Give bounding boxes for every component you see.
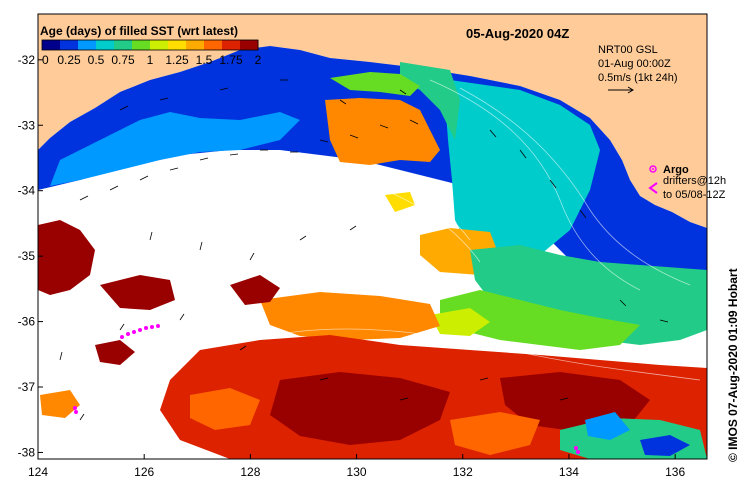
plot-frame xyxy=(37,13,708,460)
x-tick-label: 132 xyxy=(453,465,473,479)
y-axis: -32 -33 -34 -35 -36 -37 -38 xyxy=(18,53,43,459)
colorbar-frame xyxy=(41,39,259,51)
y-tick-label: -37 xyxy=(18,380,36,394)
x-tick-label: 126 xyxy=(134,465,154,479)
colorbar-swatch xyxy=(114,40,133,50)
x-tick-label: 136 xyxy=(665,465,685,479)
currents-source: NRT00 GSL xyxy=(598,44,658,56)
y-tick-label: -36 xyxy=(18,315,36,329)
currents-scale: 0.5m/s (1kt 24h) xyxy=(598,72,677,84)
y-tick-label: -33 xyxy=(18,118,36,132)
y-tick-label: -38 xyxy=(18,445,36,459)
colorbar-swatch xyxy=(150,40,169,50)
current-vectors xyxy=(59,79,669,421)
colorbar-tick-labels: 0 0.25 0.5 0.75 1 1.25 1.5 1.75 2 xyxy=(42,53,262,67)
colorbar-tick-label: 0.75 xyxy=(111,53,135,67)
contour-lines xyxy=(38,79,701,381)
x-tick-label: 134 xyxy=(559,465,579,479)
colorbar-swatch xyxy=(168,40,187,50)
sst-field xyxy=(38,46,707,459)
drifter-marker-icon xyxy=(648,182,658,194)
scale-arrow-icon xyxy=(608,86,634,94)
drifter-label-1: drifters@12h xyxy=(663,175,726,187)
colorbar-swatch xyxy=(60,40,79,50)
x-tick-label: 124 xyxy=(28,465,48,479)
credit-text: © IMOS 07-Aug-2020 01:09 Hobart xyxy=(726,268,740,462)
date-title: 05-Aug-2020 04Z xyxy=(466,26,569,41)
drifter-label-2: to 05/08-12Z xyxy=(663,189,726,201)
x-tick-label: 130 xyxy=(347,465,367,479)
y-tick-label: -35 xyxy=(18,249,36,263)
colorbar-tick-label: 1 xyxy=(147,53,154,67)
legend-title: Age (days) of filled SST (wrt latest) xyxy=(40,24,238,38)
colorbar-swatch xyxy=(42,40,61,50)
colorbar-swatch xyxy=(186,40,205,50)
colorbar-swatch xyxy=(132,40,151,50)
currents-time: 01-Aug 00:00Z xyxy=(598,58,671,70)
colorbar-swatches xyxy=(42,40,259,50)
currents-annotation: NRT00 GSL 01-Aug 00:00Z 0.5m/s (1kt 24h) xyxy=(598,44,677,94)
colorbar-swatch xyxy=(78,40,97,50)
colorbar-tick-label: 0 xyxy=(42,53,49,67)
land-australia xyxy=(38,14,707,228)
colorbar-swatch xyxy=(222,40,241,50)
x-tick-label: 128 xyxy=(240,465,260,479)
colorbar-tick-label: 0.5 xyxy=(88,53,105,67)
argo-label: Argo xyxy=(663,164,689,176)
colorbar-tick-label: 0.25 xyxy=(57,53,81,67)
markers-legend: Argo drifters@12h to 05/08-12Z xyxy=(648,164,726,201)
colorbar-swatch xyxy=(96,40,115,50)
colorbar-swatch xyxy=(204,40,223,50)
colorbar-tick-label: 1.75 xyxy=(219,53,243,67)
colorbar-tick-label: 2 xyxy=(255,53,262,67)
colorbar-tick-label: 1.25 xyxy=(165,53,189,67)
argo-marker-icon xyxy=(649,165,657,173)
y-tick-label: -32 xyxy=(18,53,36,67)
map-plot-area xyxy=(38,14,707,459)
colorbar-swatch xyxy=(240,40,259,50)
colorbar-tick-label: 1.5 xyxy=(196,53,213,67)
x-axis: 124 126 128 130 132 134 136 xyxy=(28,454,685,479)
drifter-tracks xyxy=(73,324,580,454)
y-tick-label: -34 xyxy=(18,184,36,198)
